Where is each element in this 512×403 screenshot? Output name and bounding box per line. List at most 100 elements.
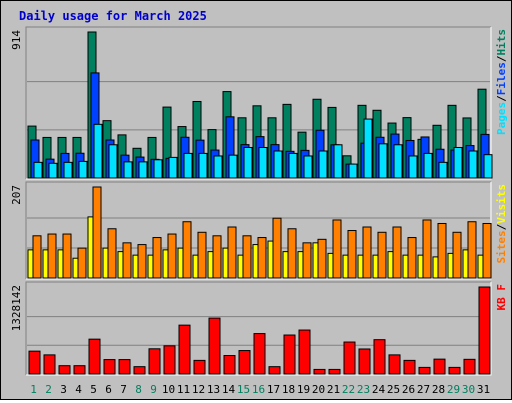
bar-pages xyxy=(348,163,358,179)
bar-pages xyxy=(303,155,313,179)
bar-kb-f xyxy=(298,329,311,375)
bar-pages xyxy=(198,152,208,179)
bar-pages xyxy=(408,155,418,179)
x-tick-label: 27 xyxy=(417,383,430,396)
x-tick-label: 2 xyxy=(45,383,52,396)
bar-kb-f xyxy=(313,368,326,375)
x-tick-label: 23 xyxy=(357,383,370,396)
bar-pages xyxy=(483,154,493,179)
legend-pages: Pages xyxy=(495,102,508,135)
bar-sites xyxy=(482,222,492,279)
panel-border-shadow xyxy=(25,181,491,279)
bar-kb-f xyxy=(58,365,71,375)
x-tick-label: 20 xyxy=(312,383,325,396)
panel-legend: Pages/Files/Hits xyxy=(495,29,508,135)
bar-sites xyxy=(122,242,132,279)
bar-sites xyxy=(167,233,177,279)
bar-pages xyxy=(228,154,238,179)
panel-border-highlight xyxy=(26,27,492,180)
x-tick-label: 12 xyxy=(192,383,205,396)
panel-max-label: 207 xyxy=(10,185,23,205)
panel-max-label: 1328142 xyxy=(10,285,23,331)
bar-sites xyxy=(77,247,87,279)
x-tick-label: 26 xyxy=(402,383,415,396)
bar-pages xyxy=(138,161,148,179)
bar-kb-f xyxy=(73,365,86,375)
bar-sites xyxy=(212,235,222,279)
bar-kb-f xyxy=(253,333,266,375)
bar-pages xyxy=(393,144,403,179)
bar-sites xyxy=(437,222,447,279)
bar-kb-f xyxy=(268,366,281,375)
x-tick-label: 5 xyxy=(90,383,97,396)
bar-sites xyxy=(182,221,192,279)
legend-hits: Hits xyxy=(495,29,508,56)
bar-pages xyxy=(318,150,328,179)
bar-sites xyxy=(362,226,372,279)
bar-sites xyxy=(257,237,267,279)
bar-kb-f xyxy=(28,350,41,375)
x-tick-label: 3 xyxy=(60,383,67,396)
bar-sites xyxy=(332,219,342,279)
bar-sites xyxy=(32,235,42,279)
bar-pages xyxy=(123,161,133,179)
panel-border-highlight xyxy=(26,182,492,280)
panel-hits-files-pages: 914 Pages/Files/Hits xyxy=(10,26,508,180)
x-tick-label: 17 xyxy=(267,383,280,396)
bar-kb-f xyxy=(163,345,176,375)
bar-kb-f xyxy=(178,324,191,375)
bar-pages xyxy=(273,150,283,179)
legend-kb-f: KB F xyxy=(495,284,508,311)
bar-kb-f xyxy=(328,368,341,375)
bar-pages xyxy=(48,162,58,179)
bar-sites xyxy=(302,242,312,279)
bar-sites xyxy=(62,233,72,279)
bar-sites xyxy=(377,231,387,279)
bar-sites xyxy=(92,186,102,279)
panel-kbf: 1328142 KB F xyxy=(10,281,508,376)
x-tick-label: 1 xyxy=(30,383,37,396)
bar-kb-f xyxy=(43,354,56,375)
panel-border-shadow xyxy=(25,281,491,375)
bar-kb-f xyxy=(238,350,251,375)
bar-kb-f xyxy=(133,366,146,375)
panel-border-highlight xyxy=(26,282,492,376)
panel-max-label: 914 xyxy=(10,30,23,50)
x-tick-label: 14 xyxy=(222,383,236,396)
x-tick-label: 8 xyxy=(135,383,142,396)
bar-pages xyxy=(423,152,433,179)
bar-pages xyxy=(333,144,343,179)
bar-kb-f xyxy=(448,366,461,375)
bar-pages xyxy=(63,161,73,179)
bar-sites xyxy=(317,238,327,279)
panel-visits-sites: 207 Sites/Visits xyxy=(10,181,508,280)
bar-pages xyxy=(153,159,163,179)
x-tick-label: 31 xyxy=(477,383,490,396)
bar-pages xyxy=(108,144,118,179)
bar-sites xyxy=(197,231,207,279)
bar-sites xyxy=(452,231,462,279)
bar-kb-f xyxy=(358,348,371,375)
x-tick-label: 28 xyxy=(432,383,445,396)
bar-pages xyxy=(453,146,463,179)
bar-pages xyxy=(183,152,193,179)
bar-pages xyxy=(468,150,478,179)
bar-sites xyxy=(467,221,477,279)
bar-sites xyxy=(137,244,147,279)
x-tick-label: 13 xyxy=(207,383,220,396)
bar-sites xyxy=(347,230,357,279)
bar-kb-f xyxy=(193,359,206,375)
x-tick-label: 16 xyxy=(252,383,265,396)
bar-kb-f xyxy=(433,358,446,375)
bar-kb-f xyxy=(148,348,161,375)
legend-separator: / xyxy=(495,223,508,230)
bar-pages xyxy=(438,161,448,179)
x-tick-label: 11 xyxy=(177,383,190,396)
panel-legend: KB F xyxy=(495,284,508,311)
legend-visits: Visits xyxy=(495,184,508,224)
panel-legend: Sites/Visits xyxy=(495,184,508,264)
x-tick-label: 4 xyxy=(75,383,82,396)
bar-kb-f xyxy=(478,286,491,375)
bar-kb-f xyxy=(388,354,401,375)
